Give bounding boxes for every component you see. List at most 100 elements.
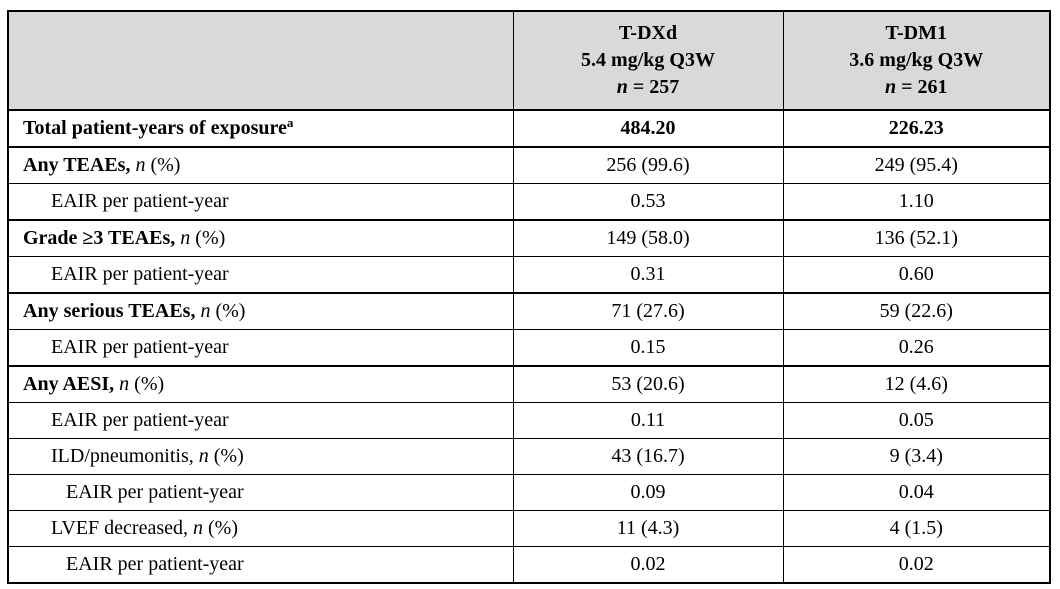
table-header-row: T-DXd 5.4 mg/kg Q3W n = 257 T-DM1 3.6 mg/kg …	[7, 10, 1051, 111]
label-segment: = 257	[627, 76, 680, 98]
table-row-ild-pneumonitis: ILD/pneumonitis, n (%) 43 (16.7) 9 (3.4)	[7, 438, 1051, 475]
table-row-any-teaes: Any TEAEs, n (%) 256 (99.6) 249 (95.4)	[7, 146, 1051, 184]
label-segment: a	[286, 115, 294, 130]
table-row-serious-teaes: Any serious TEAEs, n (%) 71 (27.6) 59 (22.…	[7, 292, 1051, 330]
table-header: T-DXd 5.4 mg/kg Q3W n = 257 T-DM1 3.6 mg/kg …	[7, 10, 1051, 111]
value-lvef-decreased-tdm1: 4 (1.5)	[782, 510, 1051, 547]
label-segment: LVEF decreased,	[51, 517, 193, 539]
table-row-any-aesi: Any AESI, n (%) 53 (20.6) 12 (4.6)	[7, 365, 1051, 403]
row-label-ild-pneumonitis: ILD/pneumonitis, n (%)	[7, 438, 514, 475]
value-ild-pneumonitis-eair-tdm1: 0.04	[782, 474, 1051, 511]
header-line: T-DXd	[518, 20, 779, 47]
label-segment: n	[180, 227, 191, 249]
value-any-teaes-eair-tdm1: 1.10	[782, 183, 1051, 221]
label-segment: Total patient-years of exposure	[23, 117, 287, 139]
label-segment: EAIR per patient-year	[66, 481, 244, 503]
value-any-teaes-tdm1: 249 (95.4)	[782, 146, 1051, 184]
label-segment: (%)	[145, 154, 181, 176]
value-any-teaes-eair-tdxd: 0.53	[512, 183, 784, 221]
row-label-lvef-decreased: LVEF decreased, n (%)	[7, 510, 514, 547]
label-segment: EAIR per patient-year	[51, 190, 229, 212]
value-serious-teaes-eair-tdm1: 0.26	[782, 329, 1051, 367]
table-row-ild-pneumonitis-eair: EAIR per patient-year 0.09 0.04	[7, 474, 1051, 511]
row-label-lvef-decreased-eair: EAIR per patient-year	[7, 546, 514, 584]
table-row-grade3-teaes-eair: EAIR per patient-year 0.31 0.60	[7, 256, 1051, 294]
label-segment: EAIR per patient-year	[51, 263, 229, 285]
header-line: T-DM1	[788, 20, 1046, 47]
value-lvef-decreased-tdxd: 11 (4.3)	[512, 510, 784, 547]
table-body: Total patient-years of exposurea 484.20 22…	[7, 109, 1051, 584]
header-line: 5.4 mg/kg Q3W	[518, 47, 779, 74]
table-row-lvef-decreased: LVEF decreased, n (%) 11 (4.3) 4 (1.5)	[7, 510, 1051, 547]
label-segment: n	[616, 76, 628, 98]
column-header-tdm1: T-DM1 3.6 mg/kg Q3W n = 261	[782, 10, 1051, 111]
label-segment: n	[198, 445, 209, 467]
value-grade3-teaes-eair-tdm1: 0.60	[782, 256, 1051, 294]
label-segment: Any AESI,	[23, 373, 120, 395]
value-lvef-decreased-eair-tdm1: 0.02	[782, 546, 1051, 584]
header-line: n = 257	[518, 74, 779, 101]
value-serious-teaes-tdm1: 59 (22.6)	[782, 292, 1051, 330]
value-grade3-teaes-tdxd: 149 (58.0)	[512, 219, 784, 257]
value-serious-teaes-tdxd: 71 (27.6)	[512, 292, 784, 330]
label-segment: EAIR per patient-year	[66, 553, 244, 575]
value-ild-pneumonitis-eair-tdxd: 0.09	[512, 474, 784, 511]
label-segment: (%)	[203, 517, 238, 539]
label-segment: ILD/pneumonitis,	[51, 445, 199, 467]
table-row-any-teaes-eair: EAIR per patient-year 0.53 1.10	[7, 183, 1051, 221]
label-segment: Grade ≥3 TEAEs,	[23, 227, 181, 249]
value-total-patient-years-tdxd: 484.20	[512, 109, 784, 148]
label-segment: 5.4 mg/kg Q3W	[581, 49, 715, 71]
safety-summary-table-container: T-DXd 5.4 mg/kg Q3W n = 257 T-DM1 3.6 mg/kg …	[7, 10, 1051, 584]
value-any-aesi-tdm1: 12 (4.6)	[782, 365, 1051, 403]
label-segment: n	[135, 154, 146, 176]
header-line: n = 261	[788, 74, 1046, 101]
value-any-aesi-eair-tdxd: 0.11	[512, 402, 784, 439]
row-label-total-patient-years: Total patient-years of exposurea	[7, 109, 514, 148]
label-segment: (%)	[210, 300, 246, 322]
label-segment: n	[884, 76, 897, 98]
label-segment: T-DM1	[885, 22, 947, 44]
value-grade3-teaes-tdm1: 136 (52.1)	[782, 219, 1051, 257]
row-label-any-teaes-eair: EAIR per patient-year	[7, 183, 514, 221]
value-serious-teaes-eair-tdxd: 0.15	[512, 329, 784, 367]
label-segment: EAIR per patient-year	[51, 336, 229, 358]
corner-header-cell	[7, 10, 514, 111]
table-row-lvef-decreased-eair: EAIR per patient-year 0.02 0.02	[7, 546, 1051, 584]
value-ild-pneumonitis-tdxd: 43 (16.7)	[512, 438, 784, 475]
value-grade3-teaes-eair-tdxd: 0.31	[512, 256, 784, 294]
row-label-serious-teaes: Any serious TEAEs, n (%)	[7, 292, 514, 330]
label-segment: Any TEAEs,	[23, 154, 136, 176]
label-segment: = 261	[896, 76, 948, 98]
row-label-grade3-teaes: Grade ≥3 TEAEs, n (%)	[7, 219, 514, 257]
value-any-teaes-tdxd: 256 (99.6)	[512, 146, 784, 184]
label-segment: n	[193, 517, 203, 539]
row-label-any-aesi-eair: EAIR per patient-year	[7, 402, 514, 439]
label-segment: T-DXd	[618, 22, 678, 44]
label-segment: (%)	[190, 227, 226, 249]
value-total-patient-years-tdm1: 226.23	[782, 109, 1051, 148]
row-label-grade3-teaes-eair: EAIR per patient-year	[7, 256, 514, 294]
table-row-any-aesi-eair: EAIR per patient-year 0.11 0.05	[7, 402, 1051, 439]
safety-summary-table: T-DXd 5.4 mg/kg Q3W n = 257 T-DM1 3.6 mg/kg …	[7, 10, 1051, 584]
label-segment: n	[119, 373, 130, 395]
table-row-serious-teaes-eair: EAIR per patient-year 0.15 0.26	[7, 329, 1051, 367]
label-segment: (%)	[208, 445, 244, 467]
label-segment: Any serious TEAEs,	[23, 300, 201, 322]
column-header-tdxd: T-DXd 5.4 mg/kg Q3W n = 257	[512, 10, 784, 111]
value-lvef-decreased-eair-tdxd: 0.02	[512, 546, 784, 584]
table-row-grade3-teaes: Grade ≥3 TEAEs, n (%) 149 (58.0) 136 (52.1…	[7, 219, 1051, 257]
row-label-any-aesi: Any AESI, n (%)	[7, 365, 514, 403]
label-segment: EAIR per patient-year	[51, 409, 229, 431]
row-label-serious-teaes-eair: EAIR per patient-year	[7, 329, 514, 367]
row-label-ild-pneumonitis-eair: EAIR per patient-year	[7, 474, 514, 511]
row-label-any-teaes: Any TEAEs, n (%)	[7, 146, 514, 184]
label-segment: (%)	[129, 373, 165, 395]
label-segment: n	[200, 300, 211, 322]
label-segment: 3.6 mg/kg Q3W	[849, 49, 984, 71]
table-row-total-patient-years: Total patient-years of exposurea 484.20 22…	[7, 109, 1051, 148]
value-any-aesi-tdxd: 53 (20.6)	[512, 365, 784, 403]
header-line: 3.6 mg/kg Q3W	[788, 47, 1046, 74]
value-ild-pneumonitis-tdm1: 9 (3.4)	[782, 438, 1051, 475]
value-any-aesi-eair-tdm1: 0.05	[782, 402, 1051, 439]
